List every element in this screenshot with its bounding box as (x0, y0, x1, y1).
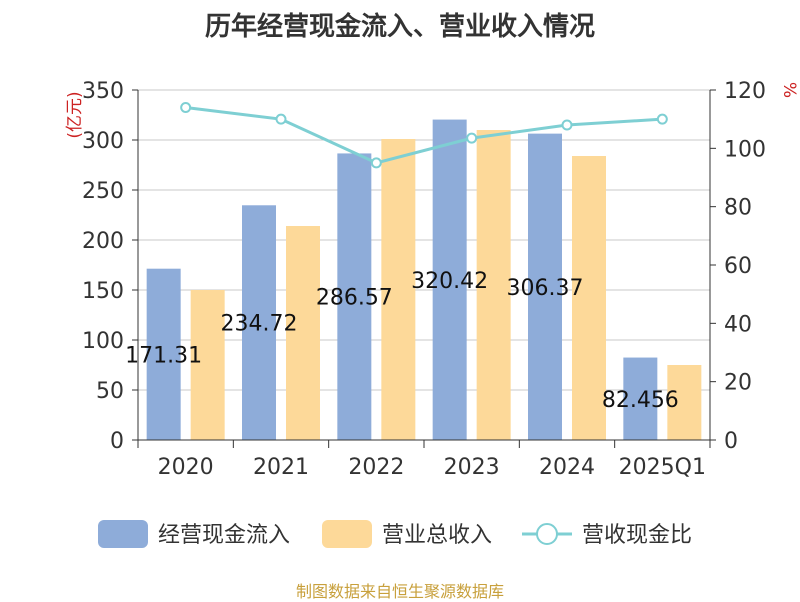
data-labels: 171.31 234.72 286.57 320.42 306.37 82.456 (125, 269, 679, 413)
right-tick-label: 100 (724, 137, 766, 162)
bar-cash-inflow (432, 119, 467, 440)
bar-cash-inflow (623, 357, 658, 440)
legend-swatch-marker (536, 523, 558, 545)
bar-data-label: 171.31 (125, 343, 202, 368)
legend-label: 经营现金流入 (158, 523, 290, 548)
axes: 0 50 100 150 200 250 300 350 0 20 40 60 80 100 120 (亿元)… (65, 79, 799, 480)
x-tick-label: 2025Q1 (619, 455, 706, 480)
left-tick-label: 250 (82, 179, 124, 204)
ratio-line-point (656, 113, 668, 125)
bar-data-label: 286.57 (316, 286, 393, 311)
bar-data-label: 306.37 (507, 276, 584, 301)
ratio-line-point (180, 102, 192, 113)
bars (146, 119, 702, 440)
right-tick-label: 20 (724, 371, 752, 396)
ratio-line-point (561, 119, 573, 131)
right-axis-unit: % (779, 82, 799, 98)
left-tick-label: 350 (82, 79, 124, 104)
bar-cash-inflow (146, 268, 181, 440)
ratio-line-point (466, 132, 478, 144)
ratio-line-point (275, 113, 287, 125)
left-axis-unit: (亿元) (65, 91, 85, 138)
right-tick-label: 0 (724, 429, 738, 454)
legend-label: 营收现金比 (582, 523, 692, 548)
legend-swatch (98, 520, 148, 548)
source-note: 制图数据来自恒生聚源数据库 (295, 582, 504, 601)
x-tick-label: 2023 (444, 455, 500, 480)
right-tick-label: 60 (724, 254, 752, 279)
legend-label: 营业总收入 (382, 523, 492, 548)
left-tick-label: 100 (82, 329, 124, 354)
left-tick-label: 50 (96, 379, 124, 404)
bar-cash-inflow (337, 153, 372, 440)
bar-revenue (381, 139, 416, 440)
bar-cash-inflow (528, 133, 562, 440)
bar-revenue (190, 290, 225, 440)
right-tick-label: 40 (724, 312, 752, 337)
bar-revenue (667, 365, 702, 440)
bar-cash-inflow (242, 205, 276, 440)
bar-revenue (572, 156, 606, 440)
ratio-line-path (185, 106, 663, 165)
ratio-line (180, 102, 668, 169)
left-tick-label: 150 (82, 279, 124, 304)
chart-title: 历年经营现金流入、营业收入情况 (204, 12, 595, 42)
grid-lines (138, 89, 710, 391)
bar-revenue (476, 130, 511, 440)
right-tick-label: 80 (724, 196, 752, 221)
x-tick-label: 2022 (348, 455, 404, 480)
x-tick-label: 2021 (253, 455, 309, 480)
x-tick-label: 2020 (158, 455, 214, 480)
bar-data-label: 320.42 (411, 269, 488, 294)
x-tick-label: 2024 (539, 455, 595, 480)
left-tick-label: 200 (82, 229, 124, 254)
left-tick-label: 0 (110, 429, 124, 454)
ratio-line-point (370, 157, 382, 169)
bar-data-label: 234.72 (221, 312, 298, 337)
left-tick-label: 300 (82, 129, 124, 154)
legend-swatch (322, 520, 372, 548)
bar-revenue (286, 226, 320, 440)
right-tick-label: 120 (724, 79, 766, 104)
bar-data-label: 82.456 (602, 388, 679, 413)
legend: 经营现金流入 营业总收入 营收现金比 (98, 520, 692, 548)
